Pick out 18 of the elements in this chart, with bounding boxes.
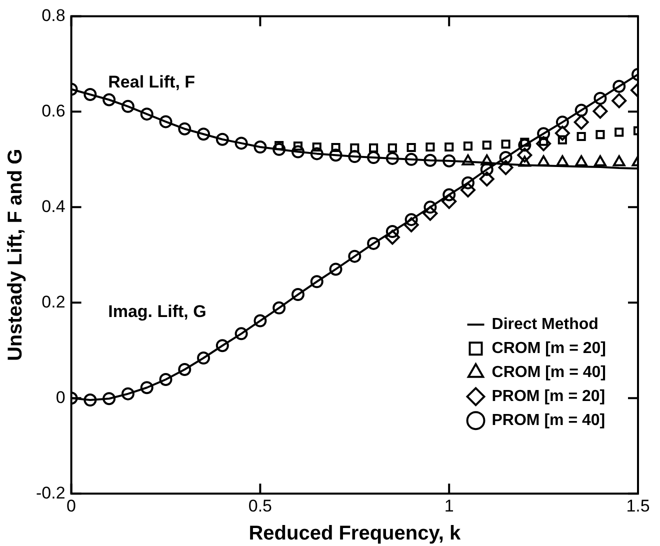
x-tick-label: 0.5	[248, 496, 272, 516]
y-axis-title: Unsteady Lift, F and G	[4, 148, 27, 362]
legend-label: CROM [m = 40]	[492, 364, 606, 382]
annotation: Imag. Lift, G	[108, 302, 206, 321]
legend-label: PROM [m = 20]	[492, 388, 606, 406]
annotation: Real Lift, F	[108, 72, 196, 92]
legend-label: Direct Method	[492, 316, 598, 334]
y-tick-label: 0.8	[42, 6, 66, 25]
x-axis-title: Reduced Frequency, k	[248, 522, 462, 545]
x-tick-label: 1	[444, 496, 454, 516]
y-tick-label: 0.6	[42, 101, 66, 120]
legend-label: CROM [m = 20]	[492, 340, 606, 358]
y-tick-label: 0.4	[42, 196, 66, 216]
y-tick-label: -0.2	[36, 483, 66, 502]
legend-label: PROM [m = 40]	[492, 412, 606, 430]
y-tick-label: 0	[56, 388, 66, 407]
y-tick-label: 0.2	[42, 292, 66, 312]
x-tick-label: 1.5	[626, 496, 650, 516]
